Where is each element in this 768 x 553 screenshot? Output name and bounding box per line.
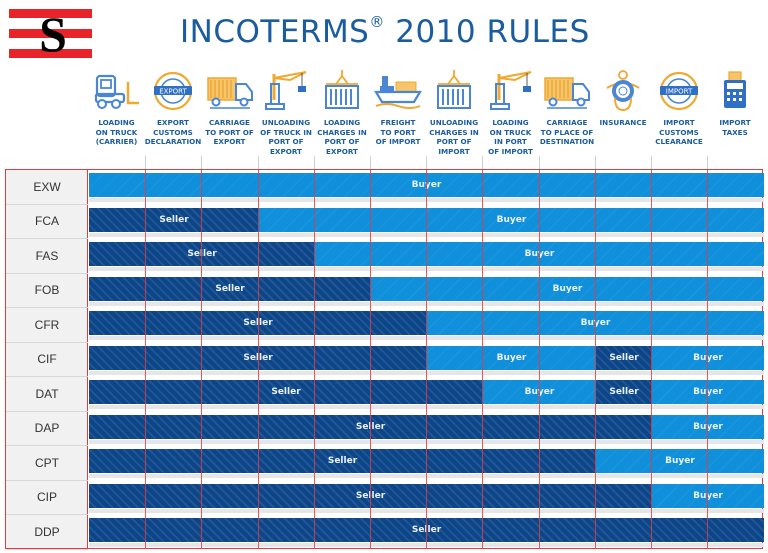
column-header: Loading on truck in port of import [482,70,540,170]
column-header-label: Insurance [599,118,647,127]
header-divider [707,156,708,170]
column-header-label: Unloading of truck in port of export [260,118,312,156]
term-label-cfr: CFR [6,308,88,343]
logo-stripe [9,9,92,18]
seller-responsibility-bar: Seller [89,276,371,301]
header-divider [145,156,146,170]
company-logo: S [9,6,92,62]
logo-stripe [9,29,92,38]
term-label-dat: DAT [6,377,88,412]
column-header-label: Loading on truck in port of import [488,118,533,156]
column-header-label: Freight to port of import [375,118,421,147]
column-header: Carriage to port of export [201,70,259,170]
column-grid-line [144,170,146,548]
column-grid-line [425,170,427,548]
title-suffix: 2010 RULES [384,14,590,50]
column-header: Unloading of truck in port of export [258,70,315,170]
buyer-responsibility-bar: Buyer [652,380,764,404]
header-divider [482,156,483,170]
column-header-label: Loading on truck (carrier) [95,118,138,147]
container-hook-icon [430,70,478,112]
logo-stripe [9,49,92,58]
crane-icon [262,70,310,112]
column-header: Loading charges in port of export [314,70,371,170]
header-divider [370,156,371,170]
header-divider [201,156,202,170]
cargo-ship-icon [374,70,422,112]
truck-icon [206,70,254,112]
import-stamp-icon: IMPORT [655,70,703,112]
registered-mark: ® [369,13,385,31]
column-header: Loading on truck (carrier) [88,70,146,170]
page-title: INCOTERMS® 2010 RULES [180,10,610,54]
column-grid-line [706,170,708,548]
term-label-cip: CIP [6,481,88,515]
seller-responsibility-bar: Seller [89,380,483,404]
column-header: Insurance [595,70,652,170]
crane-icon [487,70,535,112]
term-label-column: EXW FCA FAS FOB CFR CIF DAT DAP CPT CIP DDP [6,170,88,550]
header-divider [258,156,259,170]
term-label-fca: FCA [6,205,88,239]
column-grid-line [200,170,202,548]
buyer-responsibility-bar: Buyer [652,483,764,508]
column-header-label: Import customs clearance [655,118,703,147]
term-label-cif: CIF [6,343,88,377]
term-label-ddp: DDP [6,515,88,550]
seller-responsibility-bar: Seller [596,380,652,404]
column-header-label: Import taxes [719,118,751,137]
title-text: INCOTERMS [180,14,370,50]
header-divider [539,156,540,170]
lifebuoy-icon [599,70,647,112]
term-label-dap: DAP [6,412,88,446]
column-header: Import taxes [707,70,763,165]
container-hook-icon [318,70,366,112]
column-header-label: Unloading charges in port of import [429,118,479,156]
term-label-fas: FAS [6,239,88,274]
column-header-label: Export customs declaration [144,118,202,147]
column-header: IMPORT Import customs clearance [651,70,708,170]
forklift-icon [93,70,141,112]
column-header: Freight to port of import [370,70,427,170]
column-header: Unloading charges in port of import [426,70,483,170]
column-grid-line [257,170,259,548]
logo-letter: S [39,6,67,62]
seller-responsibility-bar: Seller [89,207,259,232]
column-grid-line [538,170,540,548]
column-grid-line [313,170,315,548]
truck-icon [543,70,591,112]
header-divider [314,156,315,170]
header-divider [595,156,596,170]
column-grid-line [369,170,371,548]
column-header: Carriage to place of destination [539,70,596,170]
buyer-responsibility-bar: Buyer [652,345,764,370]
seller-responsibility-bar: Seller [89,449,596,473]
buyer-responsibility-bar: Buyer [259,207,764,232]
term-label-cpt: CPT [6,446,88,481]
column-grid-line [481,170,483,548]
buyer-responsibility-bar: Buyer [371,276,764,301]
buyer-responsibility-bar: Buyer [652,414,764,439]
column-header-label: Carriage to port of export [205,118,254,147]
seller-responsibility-bar: Seller [596,345,652,370]
seller-responsibility-bar: Seller [89,242,315,266]
svg-text:IMPORT: IMPORT [666,88,693,96]
svg-text:EXPORT: EXPORT [159,88,187,96]
export-stamp-icon: EXPORT [149,70,197,112]
column-header: EXPORT Export customs declaration [145,70,202,170]
header-divider [426,156,427,170]
term-label-exw: EXW [6,170,88,205]
buyer-responsibility-bar: Buyer [427,345,596,370]
header-divider [651,156,652,170]
column-header-label: Loading charges in port of export [317,118,367,156]
column-header-label: Carriage to place of destination [539,118,595,147]
calculator-icon [711,70,759,112]
term-label-fob: FOB [6,274,88,308]
buyer-responsibility-bar: Buyer [596,449,764,473]
column-grid-line [594,170,596,548]
term-row-fob: Seller Buyer [89,274,764,309]
column-grid-line [650,170,652,548]
